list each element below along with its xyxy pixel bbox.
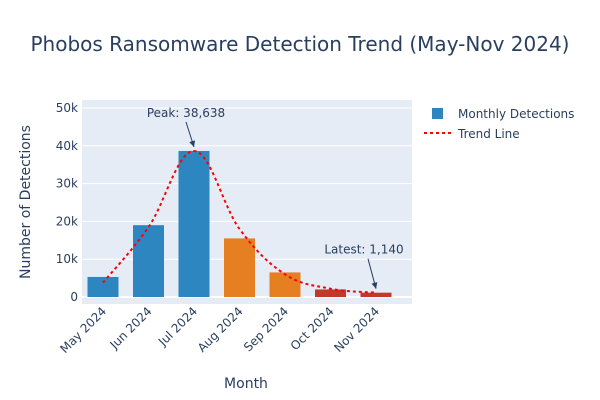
bars — [87, 150, 392, 297]
x-tick-label: Jun 2024 — [106, 304, 154, 352]
bar[interactable] — [87, 276, 119, 297]
legend: Monthly Detections Trend Line — [424, 107, 574, 141]
y-axis-ticks: 0 10k 20k 30k 40k 50k — [56, 101, 78, 304]
y-tick-label: 30k — [56, 177, 78, 191]
y-axis-title: Number of Detections — [18, 125, 34, 279]
legend-swatch-monthly-detections[interactable] — [432, 108, 443, 119]
x-tick-label: Sep 2024 — [241, 304, 291, 354]
annotation-label: Peak: 38,638 — [147, 106, 225, 120]
chart-title: Phobos Ransomware Detection Trend (May-N… — [31, 32, 570, 56]
bar[interactable] — [269, 272, 301, 297]
y-tick-label: 20k — [56, 214, 78, 228]
trend-line-layer — [102, 149, 377, 294]
x-tick-label: Nov 2024 — [331, 304, 382, 355]
bar[interactable] — [360, 292, 392, 297]
bar[interactable] — [315, 289, 346, 297]
y-tick-label: 0 — [70, 290, 78, 304]
legend-label-trend-line[interactable]: Trend Line — [457, 127, 520, 141]
legend-label-monthly-detections[interactable]: Monthly Detections — [458, 107, 574, 121]
bar[interactable] — [224, 238, 255, 297]
bar[interactable] — [178, 150, 210, 297]
annotation-arrowhead — [189, 140, 196, 147]
annotation-label: Latest: 1,140 — [324, 243, 403, 257]
x-axis-title: Month — [224, 376, 268, 392]
x-tick-label: Oct 2024 — [288, 304, 337, 353]
x-tick-label: Jul 2024 — [155, 304, 200, 349]
bar[interactable] — [133, 225, 164, 297]
y-tick-label: 50k — [56, 101, 78, 115]
y-tick-label: 40k — [56, 139, 78, 153]
x-tick-label: May 2024 — [57, 304, 109, 356]
annotations: Peak: 38,638 Latest: 1,140 — [147, 106, 404, 289]
y-tick-label: 10k — [56, 252, 78, 266]
trend-line[interactable] — [102, 149, 377, 294]
annotation-arrowhead — [371, 282, 378, 289]
x-tick-label: Aug 2024 — [195, 304, 246, 355]
